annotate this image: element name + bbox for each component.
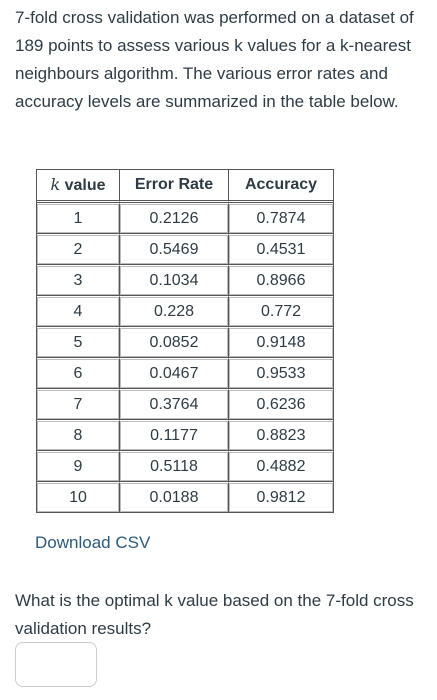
cell-accuracy: 0.6236 (229, 389, 333, 420)
table-row: 3 0.1034 0.8966 (37, 265, 333, 296)
cell-k-value: 6 (37, 358, 120, 389)
cell-error-rate: 0.0188 (120, 482, 229, 512)
table-row: 8 0.1177 0.8823 (37, 420, 333, 451)
table-row: 2 0.5469 0.4531 (37, 234, 333, 265)
cell-accuracy: 0.7874 (229, 203, 333, 234)
cell-error-rate: 0.0467 (120, 358, 229, 389)
cell-k-value: 9 (37, 451, 120, 482)
cell-accuracy: 0.9148 (229, 327, 333, 358)
header-k-suffix: value (60, 177, 106, 194)
header-k-value: k value (37, 170, 120, 203)
cell-error-rate: 0.228 (120, 296, 229, 327)
table-row: 5 0.0852 0.9148 (37, 327, 333, 358)
cell-error-rate: 0.5469 (120, 234, 229, 265)
cell-k-value: 3 (37, 265, 120, 296)
header-k-variable: k (50, 175, 61, 194)
table-row: 1 0.2126 0.7874 (37, 203, 333, 234)
intro-paragraph: 7-fold cross validation was performed on… (15, 8, 414, 111)
table-row: 7 0.3764 0.6236 (37, 389, 333, 420)
cell-error-rate: 0.1177 (120, 420, 229, 451)
cell-error-rate: 0.0852 (120, 327, 229, 358)
download-csv-link[interactable]: Download CSV (35, 533, 151, 552)
cell-k-value: 10 (37, 482, 120, 512)
table-row: 9 0.5118 0.4882 (37, 451, 333, 482)
cell-k-value: 8 (37, 420, 120, 451)
table-row: 10 0.0188 0.9812 (37, 482, 333, 512)
cell-k-value: 4 (37, 296, 120, 327)
cell-accuracy: 0.4531 (229, 234, 333, 265)
table-body: 1 0.2126 0.7874 2 0.5469 0.4531 3 0.1034 0.8966 4… (37, 203, 333, 512)
cell-k-value: 7 (37, 389, 120, 420)
cell-k-value: 1 (37, 203, 120, 234)
cell-k-value: 2 (37, 234, 120, 265)
cell-error-rate: 0.5118 (120, 451, 229, 482)
cell-error-rate: 0.1034 (120, 265, 229, 296)
table-row: 4 0.228 0.772 (37, 296, 333, 327)
answer-input[interactable] (15, 642, 97, 687)
table-row: 6 0.0467 0.9533 (37, 358, 333, 389)
results-table: k value Error Rate Accuracy 1 0.2126 0.787… (36, 169, 334, 513)
cell-accuracy: 0.9533 (229, 358, 333, 389)
cell-error-rate: 0.3764 (120, 389, 229, 420)
header-error-rate: Error Rate (120, 170, 229, 203)
cell-k-value: 5 (37, 327, 120, 358)
cell-accuracy: 0.8823 (229, 420, 333, 451)
table-header-row: k value Error Rate Accuracy (37, 170, 333, 203)
question-text: What is the optimal k value based on the… (15, 591, 414, 638)
cell-error-rate: 0.2126 (120, 203, 229, 234)
header-accuracy: Accuracy (229, 170, 333, 203)
cell-accuracy: 0.4882 (229, 451, 333, 482)
cell-accuracy: 0.9812 (229, 482, 333, 512)
cell-accuracy: 0.772 (229, 296, 333, 327)
cell-accuracy: 0.8966 (229, 265, 333, 296)
